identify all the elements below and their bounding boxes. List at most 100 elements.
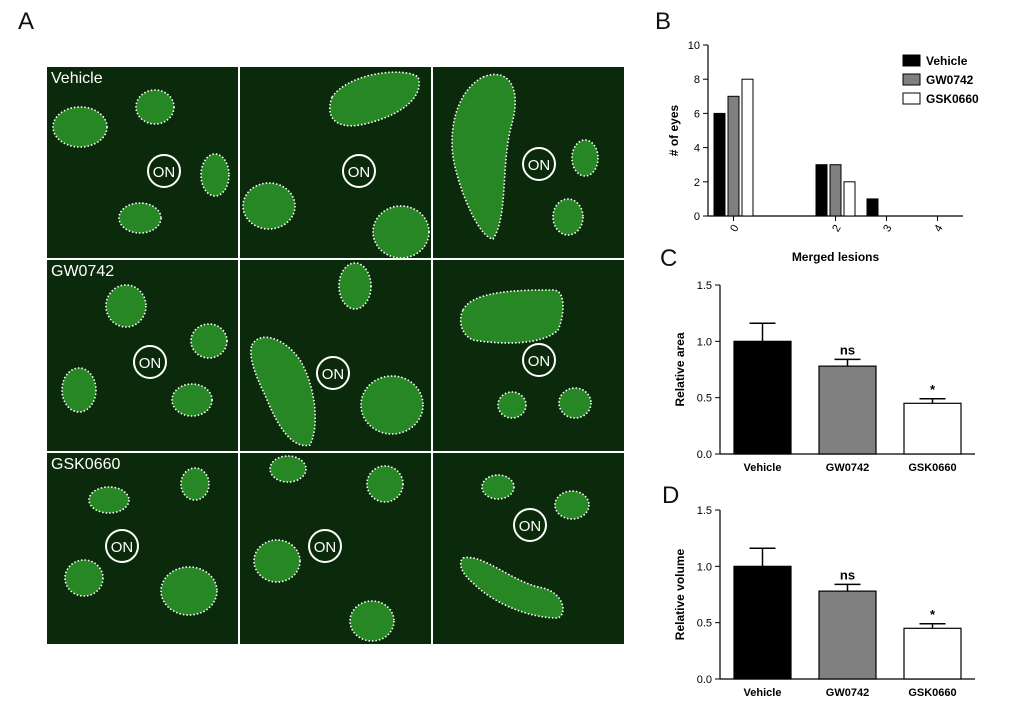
panel-label-c: C bbox=[660, 245, 678, 272]
x-axis-label: Merged lesions bbox=[792, 250, 880, 264]
lesion-outline bbox=[360, 375, 424, 435]
bar bbox=[903, 627, 962, 680]
legend-label: GSK0660 bbox=[926, 92, 979, 106]
lesion-outline bbox=[190, 323, 228, 359]
y-tick-label: 1.5 bbox=[697, 280, 712, 292]
significance-label: ns bbox=[840, 342, 855, 357]
lesion bbox=[270, 456, 306, 482]
bar bbox=[843, 181, 856, 217]
lesion-outline bbox=[200, 153, 230, 197]
lesion-outline bbox=[372, 205, 430, 258]
bar bbox=[818, 590, 877, 680]
micrograph-tile: ON bbox=[240, 453, 431, 644]
lesion-outline bbox=[105, 284, 147, 328]
bar bbox=[741, 78, 754, 217]
lesion-outline bbox=[250, 336, 316, 447]
lesion bbox=[498, 392, 526, 418]
lesion-outline bbox=[554, 490, 590, 520]
panel-label-d: D bbox=[662, 482, 680, 509]
lesion-outline bbox=[349, 600, 395, 642]
optic-nerve-circle bbox=[522, 147, 556, 181]
lesion bbox=[89, 487, 129, 513]
y-axis-label: # of eyes bbox=[667, 104, 681, 156]
micrograph-tile: ON GSK0660 bbox=[47, 453, 238, 644]
optic-nerve-label: ON bbox=[519, 518, 542, 535]
optic-nerve-circle bbox=[513, 508, 547, 542]
legend-swatch bbox=[902, 73, 921, 86]
bar bbox=[727, 95, 740, 217]
optic-nerve-label: ON bbox=[314, 539, 337, 556]
significance-label: ns bbox=[840, 567, 855, 582]
chart-relative-area: 0.0 0.5 1.0 1.5 Relative area Vehicle ns GW0742… bbox=[673, 280, 975, 474]
micrograph-image: ON bbox=[61, 284, 228, 417]
optic-nerve-circle bbox=[133, 345, 167, 379]
lesion-outline bbox=[552, 198, 584, 236]
legend-label: Vehicle bbox=[926, 54, 968, 68]
micrograph-tile: ON Vehicle bbox=[47, 67, 238, 258]
micrograph-tile: ON bbox=[433, 453, 624, 644]
x-tick-label: Vehicle bbox=[744, 462, 782, 474]
optic-nerve-circle bbox=[147, 154, 181, 188]
optic-nerve-circle bbox=[105, 529, 139, 563]
micrograph-image: ON bbox=[451, 73, 599, 240]
y-tick-label: 4 bbox=[694, 143, 700, 155]
lesion bbox=[136, 90, 174, 124]
lesion bbox=[65, 560, 103, 596]
lesion bbox=[243, 183, 295, 229]
lesion-outline bbox=[558, 387, 592, 419]
micrograph-image: ON bbox=[250, 262, 424, 447]
optic-nerve-label: ON bbox=[139, 355, 162, 372]
lesion bbox=[373, 206, 429, 258]
x-tick-label: GW0742 bbox=[826, 687, 869, 699]
optic-nerve-circle bbox=[308, 529, 342, 563]
lesion bbox=[53, 107, 107, 147]
micrograph-image: ON bbox=[459, 289, 592, 419]
micrograph-image: ON bbox=[242, 71, 430, 258]
lesion-outline bbox=[171, 383, 213, 417]
lesion-outline bbox=[160, 566, 218, 616]
y-tick-label: 1.0 bbox=[697, 336, 712, 348]
lesion bbox=[119, 203, 161, 233]
lesion bbox=[106, 285, 146, 327]
lesion-outline bbox=[269, 455, 307, 483]
lesion bbox=[62, 368, 96, 412]
significance-label: * bbox=[930, 607, 936, 622]
micrograph-image: ON bbox=[459, 474, 590, 619]
y-tick-label: 10 bbox=[688, 40, 700, 52]
lesion bbox=[555, 491, 589, 519]
y-tick-label: 0.0 bbox=[697, 674, 712, 686]
micrograph-tile: ON bbox=[433, 260, 624, 451]
lesion bbox=[361, 376, 423, 434]
y-tick-label: 0.5 bbox=[697, 393, 712, 405]
y-tick-label: 0.5 bbox=[697, 618, 712, 630]
lesion-outline bbox=[242, 182, 296, 230]
lesion-outline bbox=[61, 367, 97, 413]
y-tick-label: 8 bbox=[694, 74, 700, 86]
legend-label: GW0742 bbox=[926, 73, 974, 87]
y-tick-label: 1.0 bbox=[697, 561, 712, 573]
lesion bbox=[339, 263, 371, 309]
lesion-outline bbox=[253, 539, 301, 583]
lesion bbox=[172, 384, 212, 416]
lesion bbox=[460, 557, 563, 618]
lesion-outline bbox=[459, 289, 564, 344]
chart-relative-volume: 0.0 0.5 1.0 1.5 Relative volume Vehicle ns GW07… bbox=[673, 505, 975, 699]
lesion-outline bbox=[118, 202, 162, 234]
bar bbox=[733, 565, 792, 680]
panel-label-a: A bbox=[18, 8, 35, 35]
significance-label: * bbox=[930, 382, 936, 397]
micrograph-tile: ON bbox=[433, 67, 624, 258]
bar bbox=[829, 164, 842, 217]
optic-nerve-label: ON bbox=[528, 353, 551, 370]
lesion-outline bbox=[497, 391, 527, 419]
micrograph-tile: ON bbox=[240, 260, 431, 451]
lesion bbox=[329, 72, 420, 126]
lesion bbox=[559, 388, 591, 418]
chart-merged-lesions: 0 2 4 6 8 10 # of eyes 0 2 3 4 Merged lesions Vehicl… bbox=[667, 40, 979, 264]
micrograph-row-label: Vehicle bbox=[51, 70, 103, 87]
optic-nerve-label: ON bbox=[153, 164, 176, 181]
bar bbox=[713, 112, 726, 217]
lesion-outline bbox=[481, 474, 515, 500]
y-tick-label: 1.5 bbox=[697, 505, 712, 517]
y-tick-label: 0 bbox=[694, 211, 700, 223]
